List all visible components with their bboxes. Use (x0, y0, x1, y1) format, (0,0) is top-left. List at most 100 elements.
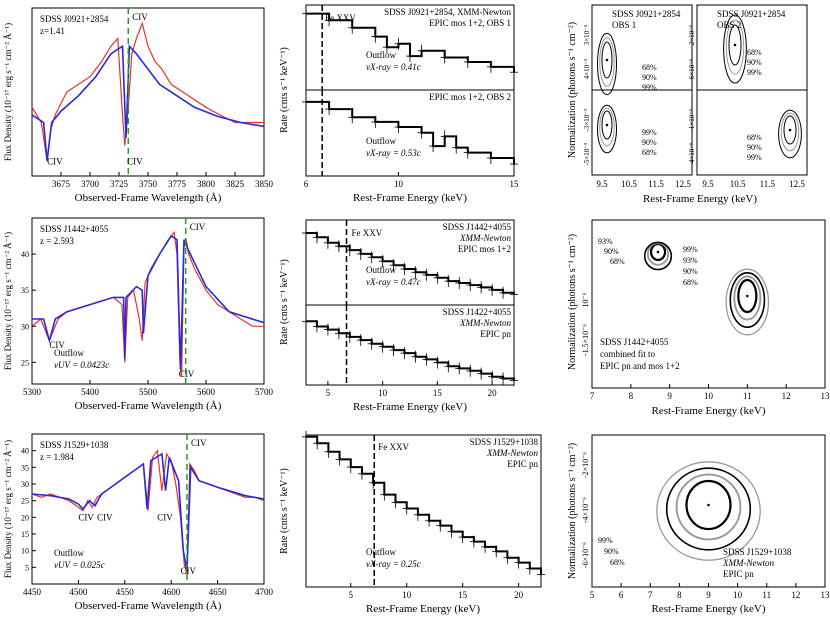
uv-3-label: SDSS J1529+1038 (40, 440, 109, 450)
uv-1-ylabel: Flux Density (10⁻¹⁷ erg s⁻¹ cm⁻² Å⁻¹) (3, 23, 13, 161)
contour-1-xtick-label: 9.5 (702, 179, 714, 189)
contour-1-sub0-level-label: 90% (642, 73, 657, 82)
contour-2-x-tick-label: 11 (743, 391, 752, 401)
contour-2-small-level-label: 90% (604, 247, 619, 256)
xray-3-x-tick-label: 20 (514, 590, 524, 600)
contour-1-sub2-best-fit (605, 123, 609, 127)
contour-2-small-contour (643, 241, 673, 271)
xray-1-sub0-velocity-label: vX-ray = 0.41c (366, 62, 421, 72)
xray-3-ylabel: Rate (cnts s⁻¹ keV⁻¹) (279, 468, 290, 554)
uv-2-x-tick-label: 5300 (23, 387, 42, 397)
contour-3-caption: EPIC pn (723, 569, 754, 579)
contour-1-sub3-ytick-label: -4×10⁻⁶ (688, 142, 696, 165)
contour-1-xtick-label: 9.5 (596, 179, 608, 189)
uv-3-annotation: CIV (180, 566, 196, 576)
uv-2-ytick-label: 35 (21, 286, 29, 295)
xray-1-fe-label: Fe XXV (325, 13, 356, 23)
uv-2-annotation: CIV (179, 369, 195, 379)
xray-1-sub0-label: EPIC mos 1+2, OBS 1 (429, 18, 511, 28)
xray-1-sub1-label: EPIC mos 1+2, OBS 2 (429, 92, 511, 102)
chart-marks (31, 5, 826, 587)
contour-2-small-level-label: 68% (610, 257, 625, 266)
uv-3-ytick-label: 40 (21, 447, 29, 456)
uv-3-ytick-label: 5 (25, 563, 29, 572)
uv-1-x-tick-label: 3725 (110, 179, 129, 189)
uv-2-ytick-label: 30 (21, 322, 29, 331)
contour-1-sub0-label: OBS 1 (612, 20, 636, 30)
contour-2-caption: EPIC pn and mos 1+2 (600, 361, 680, 371)
contour-1-sub3-level-label: 68% (747, 133, 762, 142)
xray-1-sub0-outflow-label: Outflow (366, 50, 396, 60)
contour-1-xtick-label: 10.5 (730, 179, 746, 189)
xray-1-xlabel: Rest-Frame Energy (keV) (353, 192, 467, 204)
contour-3-contour (665, 467, 752, 551)
contour-3-x-tick-label: 13 (821, 590, 830, 600)
contour-3-x-tick-label: 10 (733, 590, 743, 600)
uv-1-label: z=1.41 (40, 26, 65, 36)
contour-1-sub3-level-label: 90% (747, 143, 762, 152)
contour-3-caption: SDSS J1529+1038 (723, 547, 792, 557)
uv-3-xlabel: Observed-Frame Wavelength (Å) (75, 600, 222, 612)
contour-1-sub1-level-label: 99% (747, 68, 762, 77)
contour-2-x-tick-label: 8 (629, 391, 634, 401)
uv-3-frame (31, 433, 265, 585)
contour-1-sub1-ytick-label: 6×10⁻⁶ (688, 58, 696, 79)
uv-1-x-tick-label: 3800 (197, 179, 216, 189)
contour-2-x-tick-label: 7 (590, 391, 595, 401)
contour-2-big-contour (725, 268, 770, 336)
contour-1-xtick-label: 11.5 (648, 179, 664, 189)
uv-3-x-tick-label: 4600 (162, 587, 181, 597)
contour-2-big-contour (729, 271, 766, 328)
xray-2-x-tick-label: 10 (378, 388, 388, 398)
contour-2-ytick-label: -1.5×10⁻⁶ (581, 324, 590, 356)
uv-2-outflow-label: Outflow (54, 348, 84, 358)
contour-3-x-tick-label: 8 (677, 590, 682, 600)
uv-1-x-tick-label: 3750 (139, 179, 158, 189)
contour-2-caption: combined fit to (600, 349, 655, 359)
uv-3-x-tick-label: 4700 (255, 587, 274, 597)
uv-3-x-tick-label: 4450 (23, 587, 42, 597)
contour-3-level-label: 68% (610, 558, 625, 567)
contour-1-xlabel: Rest-Frame Energy (keV) (643, 193, 757, 205)
contour-1-sub1-ytick-label: 2×10⁻⁶ (688, 24, 696, 45)
xray-1-x-tick-label: 6 (304, 179, 309, 189)
uv-3-x-tick-label: 4550 (116, 587, 135, 597)
uv-2-civ-marker-label: CIV (190, 222, 206, 232)
contour-2-ylabel: Normalization (photons s⁻¹ cm⁻²) (567, 234, 578, 370)
uv-2-label: z = 2.593 (40, 236, 74, 246)
contour-1-sub2-contour (597, 104, 617, 154)
xray-2-ylabel: Rate (cnts s⁻¹ keV⁻¹) (279, 259, 290, 345)
contour-2-small-best-fit (656, 250, 660, 254)
contour-3-contour (656, 461, 761, 561)
uv-2-ytick-label: 40 (21, 250, 29, 259)
contour-3-contour (685, 479, 732, 531)
contour-1-sub1-label: OBS 2 (717, 20, 741, 30)
uv-1-x-tick-label: 3675 (52, 179, 71, 189)
contour-1-sub0-level-label: 99% (642, 83, 657, 92)
uv-1-annotation: CIV (47, 157, 63, 167)
xray-2-x-tick-label: 5 (326, 388, 331, 398)
xray-3-sub0-label: EPIC pn (507, 459, 538, 469)
contour-1-sub0-contour (597, 32, 617, 96)
contour-1-sub2-level-label: 90% (642, 138, 657, 147)
contour-2-x-tick-label: 13 (821, 391, 830, 401)
contour-1-sub2-contour (599, 107, 615, 147)
contour-3-contour (675, 473, 742, 541)
contour-2-caption: SDSS J1442+4055 (600, 337, 669, 347)
uv-2-ylabel: Flux Density (10⁻¹⁷ erg s⁻¹ cm⁻² Å⁻¹) (3, 232, 13, 370)
xray-2-sub0-label: EPIC mos 1+2 (458, 244, 511, 254)
xray-3-sub0-frame (305, 434, 542, 588)
uv-2-xlabel: Observed-Frame Wavelength (Å) (75, 400, 222, 412)
uv-1-annotation: CIV (127, 157, 143, 167)
uv-1-x-tick-label: 3700 (81, 179, 100, 189)
uv-2-x-tick-label: 5500 (139, 387, 158, 397)
xray-2-sub0-velocity-label: vX-ray = 0.47c (366, 277, 421, 287)
contour-1-sub3-contour (783, 115, 797, 145)
contour-3-x-tick-label: 9 (706, 590, 711, 600)
xray-1-sub1-velocity-label: vX-ray = 0.53c (366, 148, 421, 158)
uv-3-outflow-label: Outflow (54, 548, 84, 558)
contour-1-sub2-ytick-label: -5×10⁻⁵ (583, 142, 591, 165)
uv-2-label: SDSS J1442+4055 (40, 224, 109, 234)
contour-3-level-label: 99% (598, 536, 613, 545)
